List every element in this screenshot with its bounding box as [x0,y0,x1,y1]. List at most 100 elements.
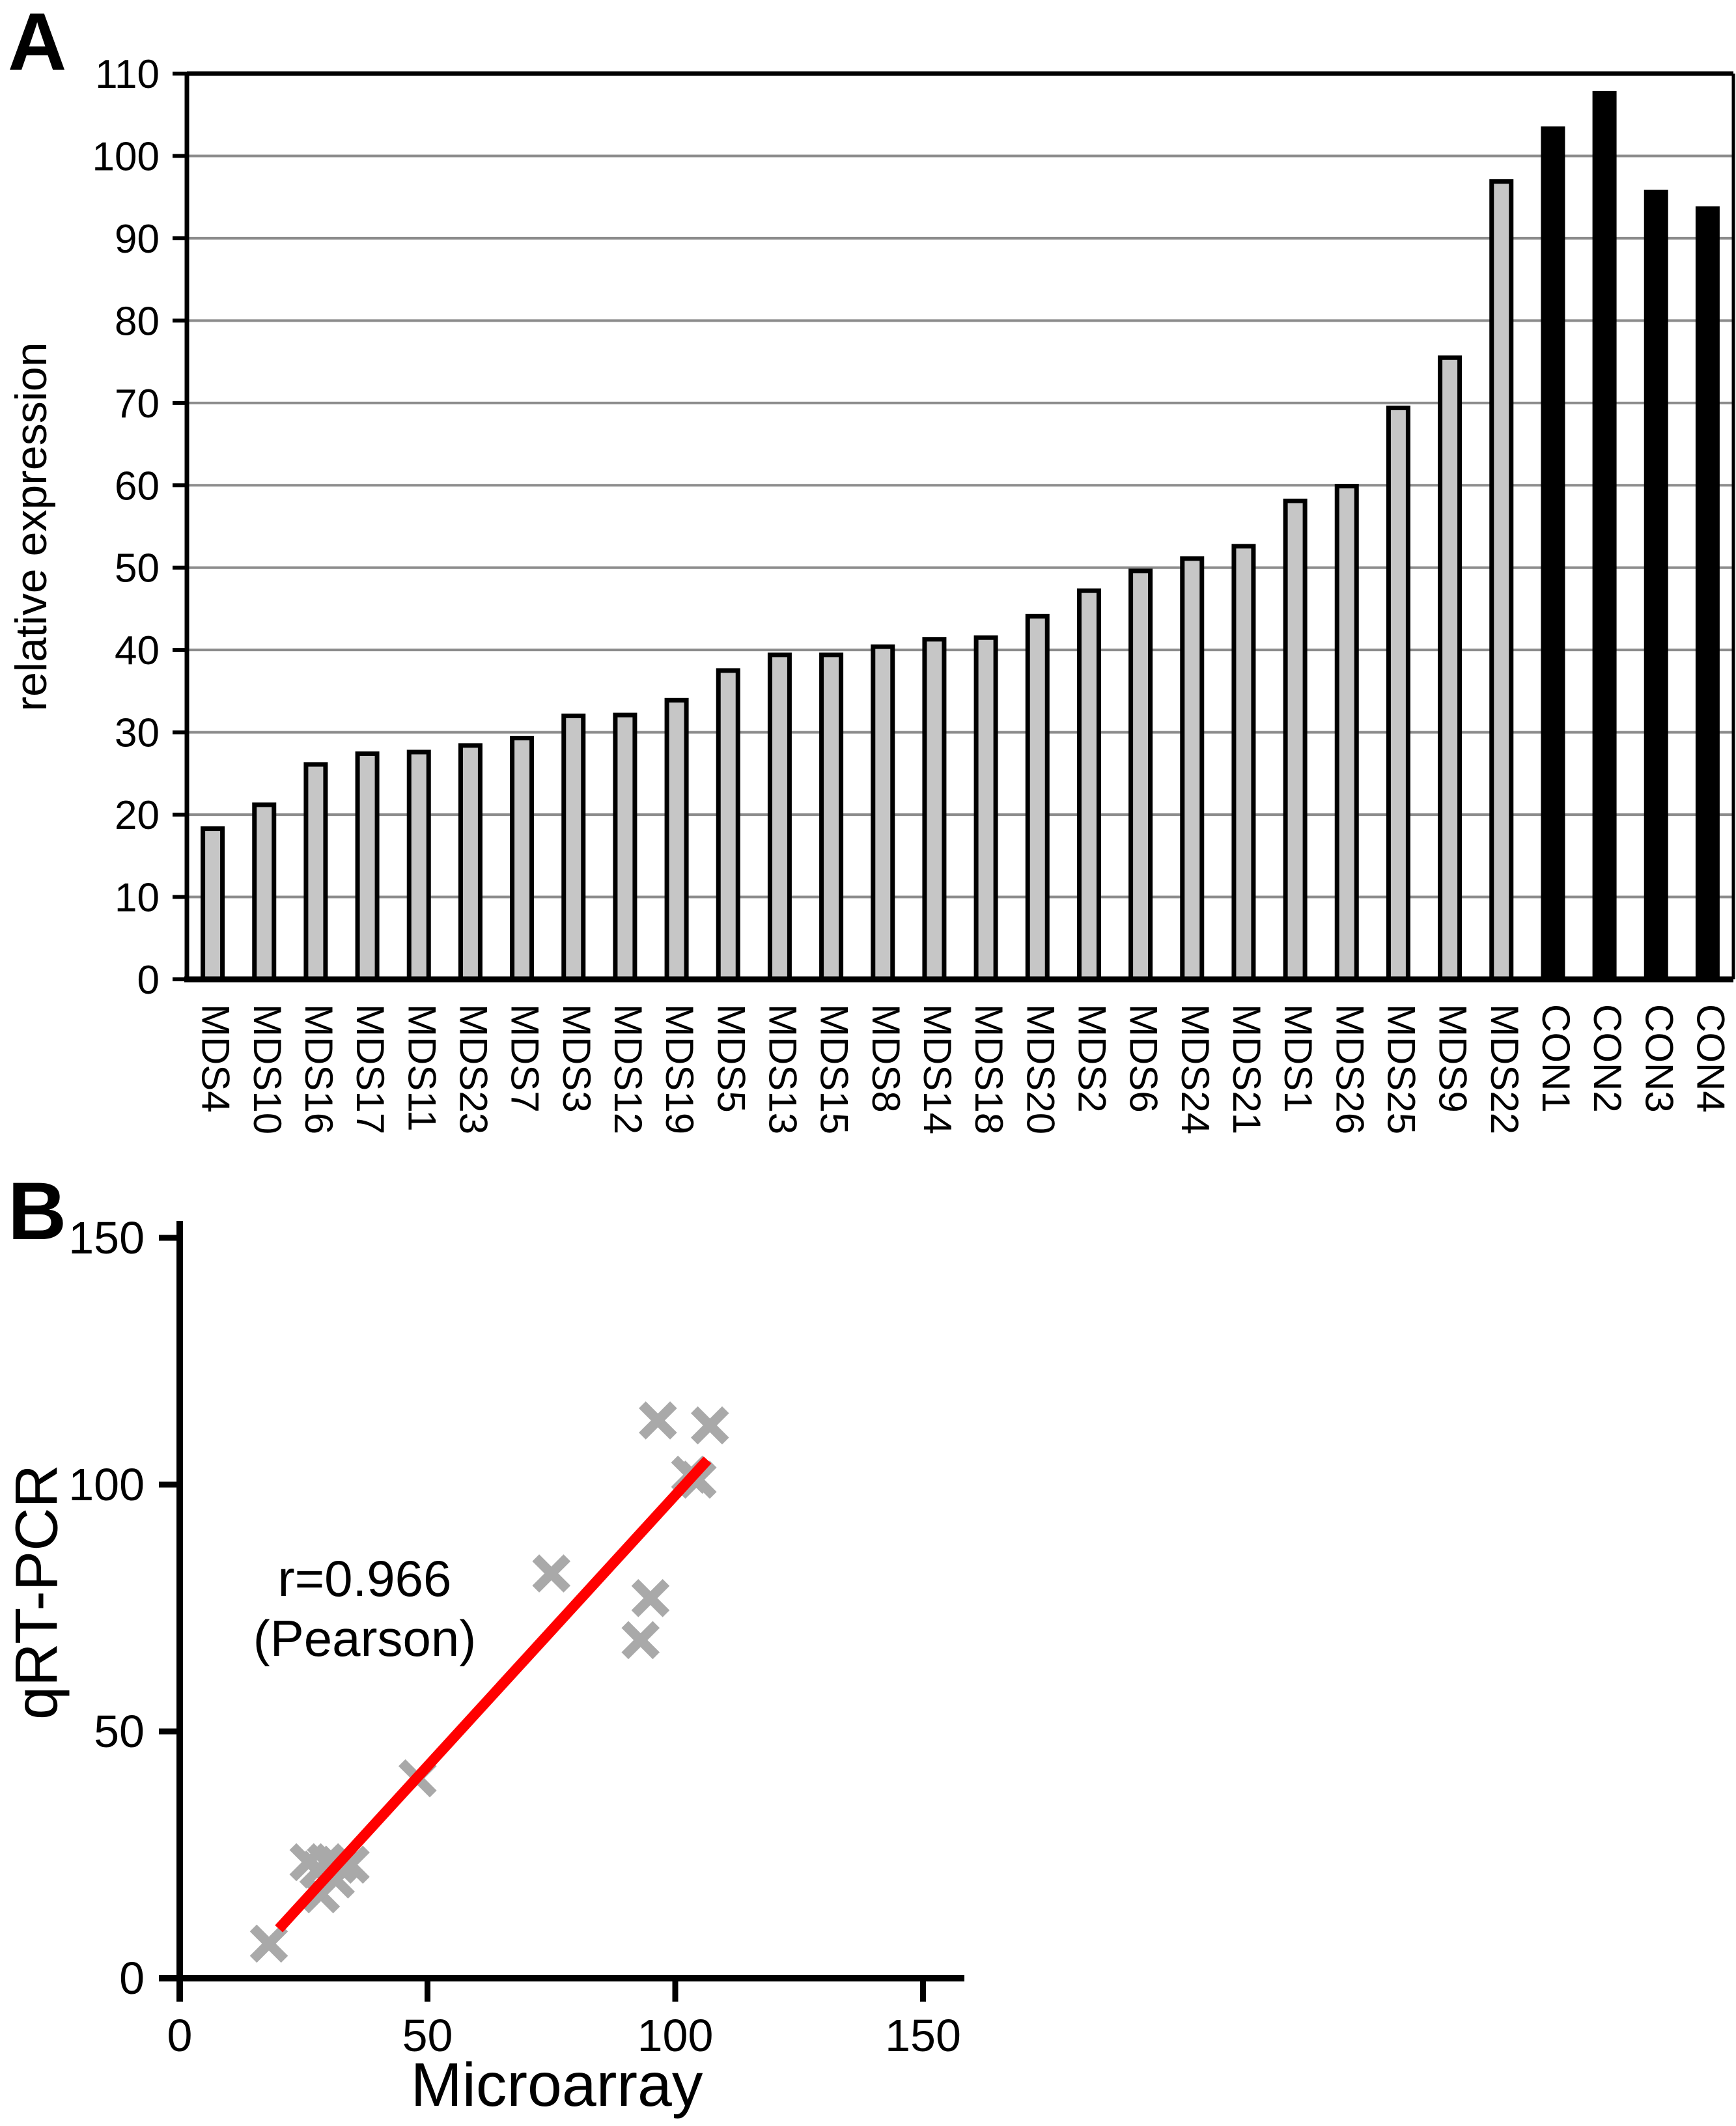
bar-MDS5 [716,668,740,982]
panel-a-category-label-MDS21: MDS21 [1225,1004,1268,1134]
x-marker-stroke [639,1401,677,1440]
bar-MDS22 [1489,179,1514,982]
x-marker-stroke [532,1554,571,1593]
scatter-point-16 [690,1406,729,1445]
panel-b-y-axis-title: qRT-PCR [3,1464,70,1720]
bar-MDS23 [458,743,483,982]
panel-a-category-label-MDS6: MDS6 [1122,1004,1166,1113]
scatter-point-8 [316,1860,356,1899]
bar-MDS18 [973,635,998,982]
panel-b-x-axis-title: Microarray [410,2050,703,2119]
panel-a-ytick-label-100: 100 [92,134,160,179]
bar-MDS19 [664,697,689,982]
panel-b-xtick-label-0: 0 [167,2010,193,2061]
panel-a-category-label-MDS11: MDS11 [400,1004,443,1132]
bar-CON1 [1541,126,1565,982]
bar-MDS2 [1076,588,1101,982]
panel-a-category-label-MDS26: MDS26 [1328,1004,1371,1134]
panel-a-ytick-label-20: 20 [115,793,160,838]
bar-MDS12 [613,712,637,982]
regression-line [275,1456,712,1933]
pearson-annotation: r=0.966 (Pearson) [137,1548,593,1668]
panel-a-category-label-MDS15: MDS15 [813,1004,856,1134]
bar-MDS3 [561,713,586,982]
bar-MDS26 [1334,484,1359,982]
panel-a-ytick-label-50: 50 [115,546,160,591]
panel-a-category-label-MDS20: MDS20 [1018,1004,1062,1134]
panel-b-letter: B [8,1166,67,1257]
bar-MDS20 [1025,613,1050,982]
panel-b-xtick-label-150: 150 [885,2010,961,2061]
pearson-r-value: r=0.966 [277,1550,452,1607]
panel-a-category-label-MDS17: MDS17 [348,1004,392,1134]
panel-a-category-label-MDS4: MDS4 [194,1004,238,1113]
panel-a-category-label-MDS7: MDS7 [503,1004,547,1113]
scatter-point-13 [639,1401,677,1440]
panel-a-category-label-MDS5: MDS5 [709,1004,753,1113]
bar-MDS17 [355,751,380,982]
panel-a-ytick-label-30: 30 [115,711,160,756]
bar-MDS9 [1438,355,1463,982]
panel-b-ytick-label-100: 100 [68,1459,145,1510]
panel-b-ytick-label-50: 50 [94,1706,145,1757]
panel-a-category-label-MDS1: MDS1 [1276,1004,1320,1113]
panel-a-ytick-label-80: 80 [115,299,160,344]
panel-a-ytick-label-10: 10 [115,876,160,921]
panel-a-category-label-MDS3: MDS3 [555,1004,598,1113]
panel-a-category-label-CON3: CON3 [1637,1004,1681,1113]
bar-MDS16 [303,762,328,982]
panel-a-category-label-MDS9: MDS9 [1431,1004,1475,1113]
x-marker-stroke [690,1406,729,1445]
panel-a-category-label-MDS8: MDS8 [864,1004,908,1113]
panel-a-letter: A [8,0,67,87]
bar-MDS10 [252,802,277,982]
panel-a-ytick-label-70: 70 [115,382,160,427]
x-marker-stroke [678,1461,717,1499]
panel-b-ytick-label-150: 150 [68,1212,145,1263]
bar-MDS11 [406,749,431,982]
panel-a-category-label-MDS14: MDS14 [916,1004,959,1134]
pearson-method: (Pearson) [253,1610,477,1667]
panel-a-category-label-MDS19: MDS19 [658,1004,701,1134]
bar-CON2 [1592,91,1617,982]
bar-MDS6 [1128,568,1153,982]
bar-MDS15 [819,652,844,982]
bar-MDS4 [201,826,225,982]
panel-b-xtick-label-50: 50 [402,2010,453,2061]
panel-a-category-label-MDS16: MDS16 [297,1004,341,1134]
bar-MDS24 [1180,556,1205,982]
scatter-point-15 [678,1461,717,1499]
panel-a-category-label-MDS10: MDS10 [245,1004,289,1134]
bar-MDS7 [510,735,535,982]
panel-a-category-label-CON1: CON1 [1534,1004,1578,1113]
x-marker-stroke [249,1924,288,1963]
scatter-point-1 [249,1924,288,1963]
panel-a-ytick-label-0: 0 [137,958,160,1003]
bar-CON4 [1695,206,1720,982]
panel-b-ytick-label-0: 0 [119,1953,145,2004]
panel-a-category-label-MDS24: MDS24 [1173,1004,1217,1134]
panel-a-category-label-MDS22: MDS22 [1483,1004,1526,1134]
panel-a-ytick-label-90: 90 [115,217,160,262]
scatter-point-11 [621,1621,660,1660]
panel-a-ytick-label-60: 60 [115,464,160,509]
bar-MDS13 [767,652,792,982]
panel-a-category-label-MDS23: MDS23 [451,1004,495,1134]
bar-MDS8 [871,644,895,982]
panel-a-category-label-CON4: CON4 [1688,1004,1732,1113]
bar-MDS25 [1386,405,1410,982]
panel-b-xtick-label-100: 100 [637,2010,714,2061]
panel-a-category-label-MDS25: MDS25 [1379,1004,1423,1134]
x-marker-stroke [316,1860,356,1899]
bar-MDS1 [1283,498,1308,982]
x-marker-stroke [631,1579,670,1617]
bar-CON3 [1644,189,1668,982]
panel-a-category-label-MDS12: MDS12 [606,1004,650,1134]
bar-MDS14 [922,637,947,982]
panel-a-ytick-label-40: 40 [115,628,160,673]
panel-a-y-axis-title: relative expression [7,342,56,712]
x-marker-stroke [621,1621,660,1660]
panel-a-category-label-MDS13: MDS13 [761,1004,804,1134]
